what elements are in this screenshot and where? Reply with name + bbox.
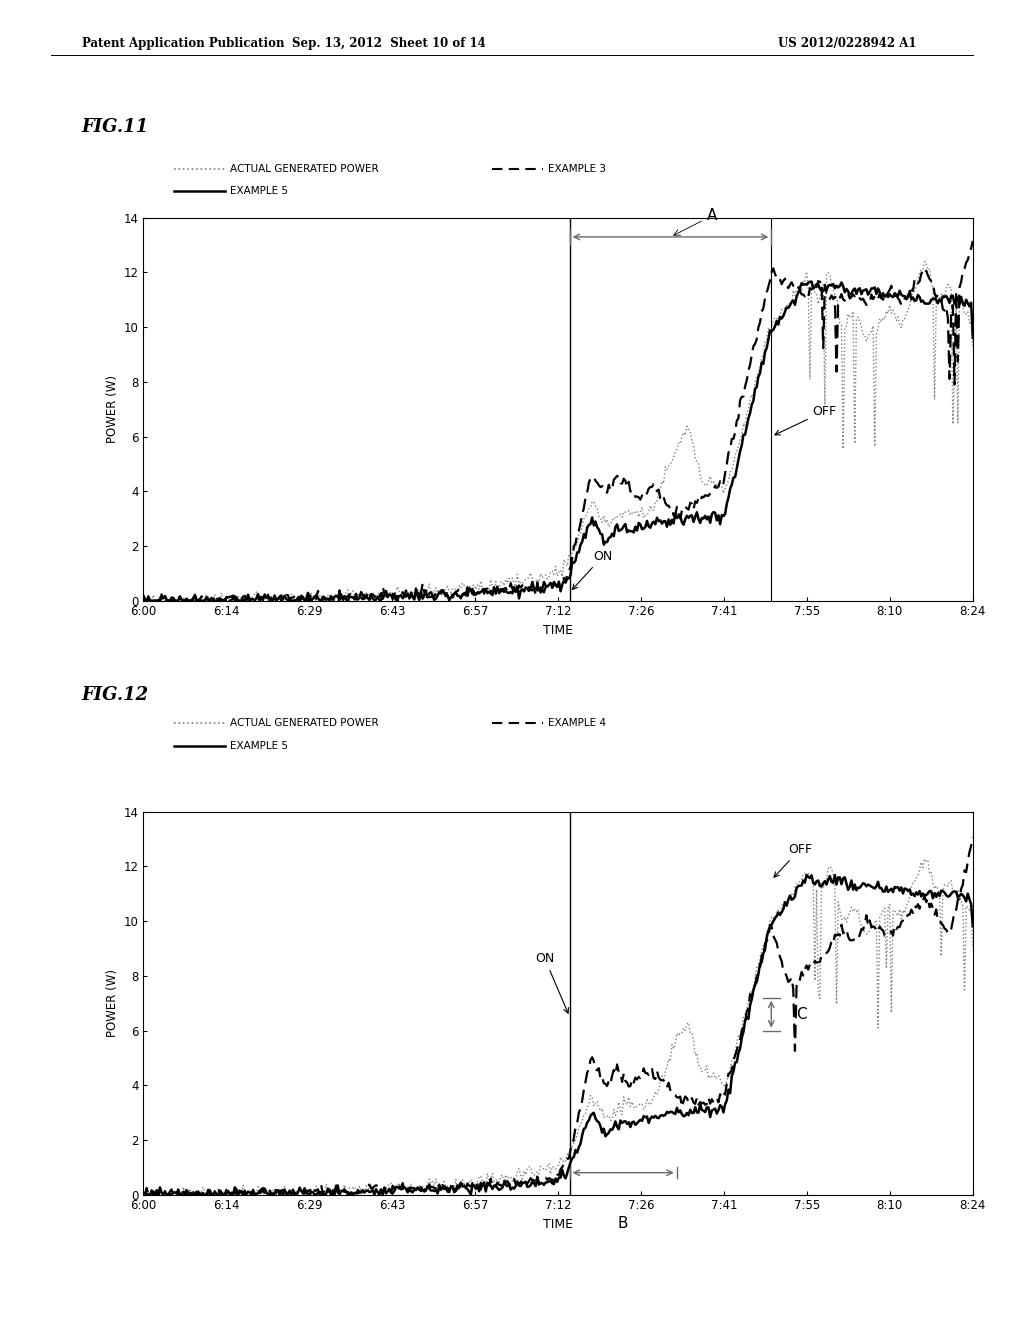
Text: FIG.11: FIG.11 xyxy=(82,117,150,136)
Text: EXAMPLE 5: EXAMPLE 5 xyxy=(230,186,289,197)
Text: EXAMPLE 4: EXAMPLE 4 xyxy=(548,718,606,729)
Text: ON: ON xyxy=(572,549,612,590)
Text: B: B xyxy=(617,1217,629,1232)
X-axis label: TIME: TIME xyxy=(543,624,573,638)
Text: OFF: OFF xyxy=(774,842,812,878)
Text: EXAMPLE 5: EXAMPLE 5 xyxy=(230,741,289,751)
Y-axis label: POWER (W): POWER (W) xyxy=(106,969,120,1038)
X-axis label: TIME: TIME xyxy=(543,1218,573,1232)
Text: Sep. 13, 2012  Sheet 10 of 14: Sep. 13, 2012 Sheet 10 of 14 xyxy=(292,37,486,50)
Y-axis label: POWER (W): POWER (W) xyxy=(106,375,120,444)
Text: ACTUAL GENERATED POWER: ACTUAL GENERATED POWER xyxy=(230,164,379,174)
Text: EXAMPLE 3: EXAMPLE 3 xyxy=(548,164,606,174)
Text: Patent Application Publication: Patent Application Publication xyxy=(82,37,285,50)
Text: FIG.12: FIG.12 xyxy=(82,685,150,704)
Text: OFF: OFF xyxy=(775,405,837,434)
Text: ACTUAL GENERATED POWER: ACTUAL GENERATED POWER xyxy=(230,718,379,729)
Text: ON: ON xyxy=(536,952,568,1014)
Text: A: A xyxy=(674,209,717,235)
Text: US 2012/0228942 A1: US 2012/0228942 A1 xyxy=(778,37,916,50)
Text: C: C xyxy=(796,1007,807,1022)
